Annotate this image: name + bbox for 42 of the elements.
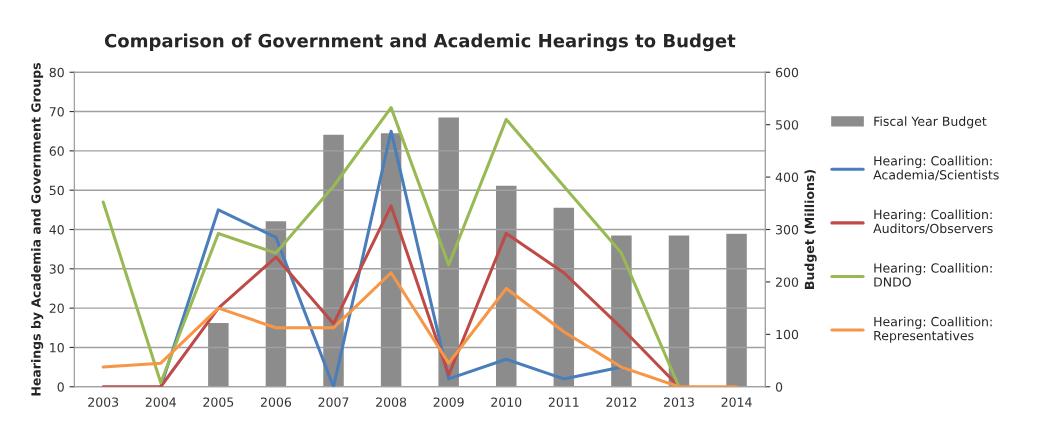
x-tick-label: 2012 xyxy=(606,397,637,407)
x-tick-label: 2014 xyxy=(721,397,752,407)
legend-label: Fiscal Year Budget xyxy=(874,116,987,129)
legend-label: Hearing: Coallition: Auditors/Observers xyxy=(873,209,993,235)
legend-label: Hearing: Coallition: Academia/Scientists xyxy=(873,155,999,181)
y2-tick-label: 500 xyxy=(776,120,799,130)
y2-tick-label: 0 xyxy=(775,382,783,392)
y2-tick-label: 600 xyxy=(775,67,799,78)
y-tick-label: 0 xyxy=(57,382,64,392)
y-axis-title: Hearings by Academia and Government Groups xyxy=(31,63,44,396)
y-tick-label: 60 xyxy=(49,146,64,156)
x-tick-label: 2011 xyxy=(548,397,579,407)
bar xyxy=(552,206,576,387)
y-tick-label: 50 xyxy=(49,185,64,196)
y2-tick-label: 200 xyxy=(776,277,799,287)
x-tick-label: 2007 xyxy=(318,397,349,407)
y-tick-label: 20 xyxy=(49,303,64,314)
chart-title: Comparison of Government and Academic Hearings to Budget xyxy=(104,33,736,52)
y-tick-label: 40 xyxy=(49,224,64,235)
x-tick-label: 2013 xyxy=(664,397,694,407)
y2-tick-label: 400 xyxy=(775,172,799,183)
bar xyxy=(724,232,749,387)
x-tick-label: 2003 xyxy=(88,397,119,407)
y2-axis-title: Budget (Millions) xyxy=(804,170,817,289)
y-tick-label: 30 xyxy=(49,264,64,274)
legend-label: Hearing: Coallition: Representatives xyxy=(874,316,992,343)
x-tick-label: 2006 xyxy=(260,397,292,407)
bar xyxy=(206,321,230,387)
x-tick-label: 2010 xyxy=(491,397,522,407)
x-tick-label: 2008 xyxy=(376,397,407,407)
x-tick-label: 2009 xyxy=(433,397,464,407)
legend-label: Hearing: Coallition: DNDO xyxy=(874,263,992,287)
y2-tick-label: 300 xyxy=(776,224,799,235)
x-tick-label: 2005 xyxy=(203,397,234,407)
y-tick-label: 70 xyxy=(49,107,64,117)
y-tick-label: 10 xyxy=(50,342,64,353)
y-tick-label: 80 xyxy=(49,67,64,78)
bar xyxy=(667,234,691,387)
line-series xyxy=(101,106,681,387)
x-tick-label: 2004 xyxy=(145,397,176,407)
y2-tick-label: 100 xyxy=(776,329,799,340)
line-series xyxy=(101,271,739,387)
